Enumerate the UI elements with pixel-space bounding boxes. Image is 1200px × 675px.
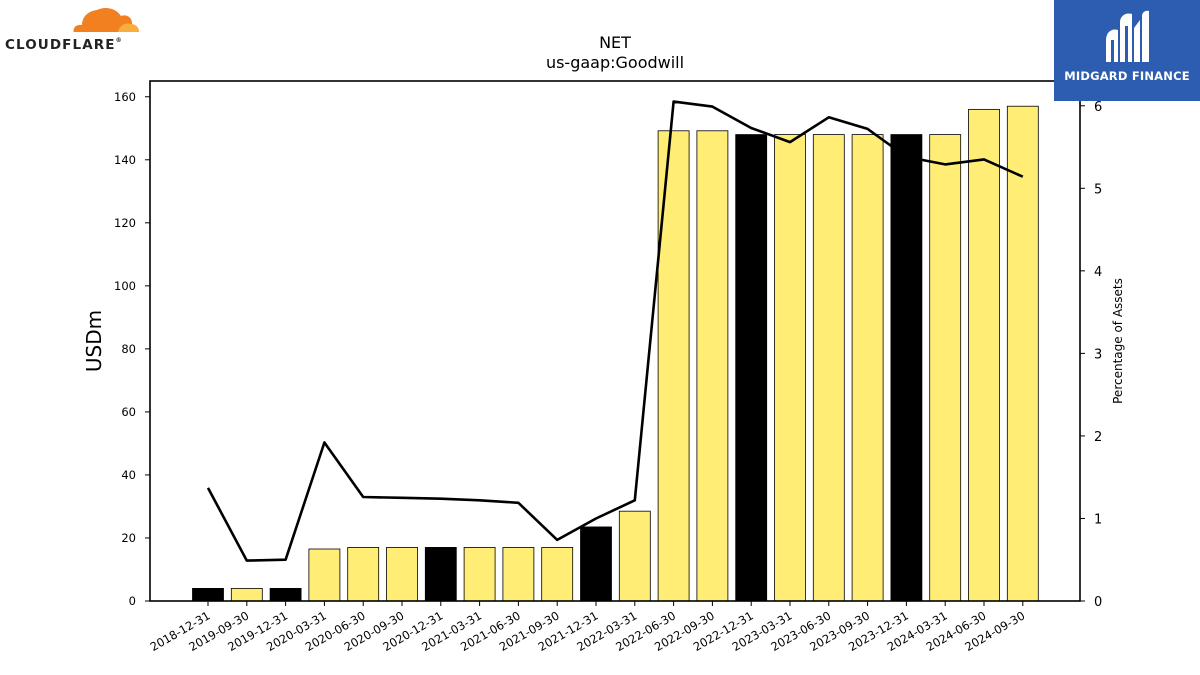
bar-2021-03-31 xyxy=(463,547,496,602)
cloud-icon xyxy=(72,8,140,35)
y-tick-label: 0 xyxy=(129,594,136,608)
bar-2019-12-31 xyxy=(269,587,302,602)
bar-2024-03-31 xyxy=(929,134,962,602)
y2-tick-label: 1 xyxy=(1094,512,1102,527)
bar-2022-03-31 xyxy=(618,510,651,602)
y-tick-label: 20 xyxy=(121,531,136,545)
y2-tick-label: 2 xyxy=(1094,430,1102,445)
bar-2023-09-30 xyxy=(851,134,884,602)
bar-2024-06-30 xyxy=(968,108,1000,602)
y2-tick-label: 3 xyxy=(1094,347,1102,362)
plot-frame xyxy=(149,80,1081,602)
y-tick-label: 160 xyxy=(114,90,136,104)
x-axis: 2018-12-312019-09-302019-12-312020-03-31… xyxy=(148,601,1027,654)
y2-tick-label: 0 xyxy=(1094,595,1102,610)
y-tick-label: 60 xyxy=(121,405,136,419)
y-axis-label: USDm xyxy=(82,310,106,372)
bar-2020-12-31 xyxy=(424,547,457,602)
percentage-line xyxy=(206,100,1024,562)
y2-axis-label: Percentage of Assets xyxy=(1111,278,1125,404)
bar-2019-09-30 xyxy=(230,587,263,602)
cloudflare-logo: CLOUDFLARE® xyxy=(0,0,150,60)
y-tick-label: 100 xyxy=(114,279,136,293)
y-tick-label: 120 xyxy=(114,216,136,230)
bar-2023-03-31 xyxy=(774,134,806,602)
bar-2022-09-30 xyxy=(696,130,729,602)
bar-2020-09-30 xyxy=(386,547,418,602)
y2-tick-label: 6 xyxy=(1094,100,1102,115)
y2-tick-label: 4 xyxy=(1094,265,1102,280)
midgard-wordmark: MIDGARD FINANCE xyxy=(1064,69,1190,83)
y2-tick-label: 5 xyxy=(1094,182,1102,197)
bar-2021-12-31 xyxy=(580,526,612,602)
bar-2021-09-30 xyxy=(541,547,574,602)
cloudflare-wordmark: CLOUDFLARE® xyxy=(5,37,122,53)
right-axis: 0 1 2 3 4 5 6 xyxy=(1080,100,1102,610)
chart-subtitle: us-gaap:Goodwill xyxy=(546,53,684,72)
bar-2023-12-31 xyxy=(890,134,923,602)
line-series xyxy=(206,100,1024,562)
bar-series xyxy=(192,105,1039,602)
bar-2024-09-30 xyxy=(1006,105,1039,602)
bar-2022-12-31 xyxy=(735,134,768,602)
bar-2023-06-30 xyxy=(812,134,845,602)
midgard-emblem-icon xyxy=(1106,10,1149,63)
chart-title: NET xyxy=(599,33,631,52)
y-tick-label: 40 xyxy=(121,468,136,482)
bar-2020-06-30 xyxy=(347,547,380,602)
y-tick-label: 80 xyxy=(121,342,136,356)
y-tick-label: 140 xyxy=(114,153,136,167)
midgard-finance-logo: MIDGARD FINANCE xyxy=(1054,0,1200,101)
left-axis: 0 20 40 60 80 100 120 140 160 xyxy=(114,90,150,608)
bar-2021-06-30 xyxy=(502,547,535,602)
bar-2020-03-31 xyxy=(308,548,341,602)
bar-2018-12-31 xyxy=(192,587,224,602)
